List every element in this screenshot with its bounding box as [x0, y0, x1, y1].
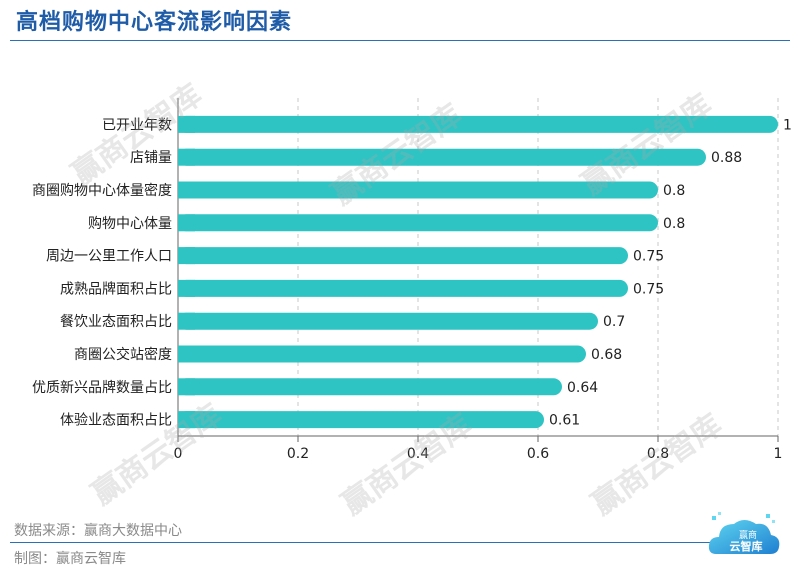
- x-tick-label: 0.4: [407, 446, 429, 462]
- bar-base: [178, 247, 195, 265]
- bar-base: [178, 148, 195, 166]
- bar-base: [178, 214, 195, 232]
- bar: [178, 378, 562, 396]
- category-label: 商圈公交站密度: [74, 346, 172, 363]
- bar: [178, 279, 628, 297]
- x-tick-label: 1: [774, 446, 783, 462]
- category-label: 周边一公里工作人口: [46, 249, 172, 265]
- logo-line1: 赢商: [739, 529, 757, 541]
- bar: [178, 411, 544, 429]
- bar: [178, 345, 586, 363]
- category-label: 店铺量: [130, 150, 172, 166]
- x-tick-label: 0.6: [527, 446, 549, 462]
- category-label: 已开业年数: [102, 117, 172, 133]
- value-label: 0.61: [549, 413, 580, 429]
- page-title: 高档购物中心客流影响因素: [16, 10, 293, 35]
- value-label: 0.8: [663, 216, 685, 232]
- bar: [178, 181, 658, 199]
- value-label: 0.75: [633, 281, 664, 297]
- data-source-note: 数据来源：赢商大数据中心: [14, 523, 182, 539]
- value-label: 0.88: [711, 150, 742, 166]
- value-label: 0.7: [603, 314, 625, 330]
- value-label: 0.8: [663, 183, 685, 199]
- bar-base: [178, 279, 195, 297]
- value-label: 0.64: [567, 380, 598, 396]
- category-label: 购物中心体量: [88, 216, 172, 232]
- bar: [178, 247, 628, 265]
- bar: [178, 115, 778, 133]
- value-label: 1: [783, 117, 792, 133]
- bar-base: [178, 312, 195, 330]
- value-label: 0.75: [633, 249, 664, 265]
- category-label: 商圈购物中心体量密度: [32, 182, 172, 199]
- logo-line2: 云智库: [730, 539, 763, 553]
- x-tick-label: 0.8: [647, 446, 669, 462]
- x-tick-label: 0.2: [287, 446, 309, 462]
- value-label: 0.68: [591, 347, 622, 363]
- bar: [178, 312, 598, 330]
- bar: [178, 214, 658, 232]
- category-label: 餐饮业态面积占比: [60, 314, 172, 330]
- category-label: 成熟品牌面积占比: [60, 280, 172, 297]
- bar-base: [178, 115, 195, 133]
- category-label: 优质新兴品牌数量占比: [32, 379, 172, 396]
- bar-base: [178, 411, 195, 429]
- x-tick-label: 0: [174, 446, 183, 462]
- bar: [178, 148, 706, 166]
- footer-divider: [10, 542, 710, 543]
- bar-base: [178, 181, 195, 199]
- bar-base: [178, 345, 195, 363]
- category-label: 体验业态面积占比: [60, 413, 172, 429]
- chart-credit: 制图：赢商云智库: [14, 551, 126, 567]
- title-divider: [10, 40, 790, 41]
- brand-logo: 赢商 云智库: [708, 512, 780, 554]
- bar-base: [178, 378, 195, 396]
